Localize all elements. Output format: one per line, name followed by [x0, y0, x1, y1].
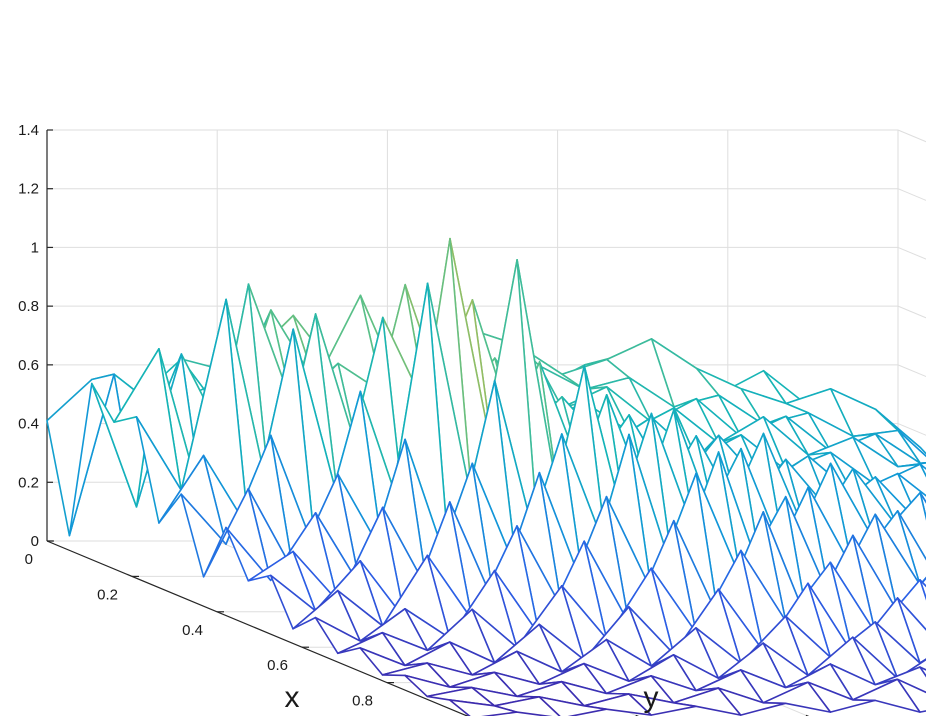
z-tick-label: 0.2 — [18, 474, 39, 491]
grid-line — [898, 247, 926, 424]
z-tick-label: 0 — [31, 533, 39, 550]
x-axis-title: x — [285, 681, 300, 714]
z-tick-label: 1.2 — [18, 181, 39, 198]
z-tick-label: 0.4 — [18, 416, 39, 433]
z-tick-label: 0.6 — [18, 357, 39, 374]
surface-mesh — [47, 239, 926, 716]
grid-line — [898, 189, 926, 366]
grid-line — [898, 130, 926, 307]
z-tick-label: 1 — [31, 239, 39, 256]
x-tick-label: 0.4 — [182, 622, 203, 639]
x-tick-label: 0 — [25, 551, 33, 568]
y-axis-title: y — [644, 681, 659, 714]
x-tick-label: 0.8 — [352, 693, 373, 710]
z-tick-label: 0.8 — [18, 298, 39, 315]
x-tick-label: 0.2 — [97, 586, 118, 603]
x-tick-label: 0.6 — [267, 657, 288, 674]
z-tick-label: 1.4 — [18, 122, 39, 139]
